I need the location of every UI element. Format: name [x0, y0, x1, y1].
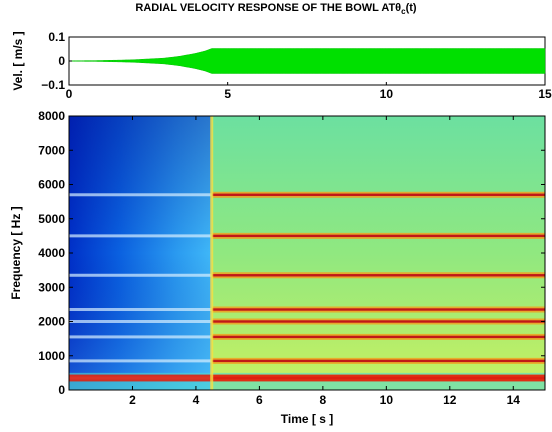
velocity-x-tick-label: 15: [538, 87, 552, 101]
spectrogram-y-tick-label: 8000: [38, 109, 65, 123]
chart-title: RADIAL VELOCITY RESPONSE OF THE BOWL ATθ…: [135, 2, 417, 17]
spectrogram-band-pre: [69, 193, 212, 197]
spectrogram-x-tick-label: 10: [380, 393, 394, 407]
spectrogram-x-tick-label: 12: [443, 393, 457, 407]
spectrogram-x-tick-label: 2: [129, 393, 136, 407]
spectrogram-region-post: [211, 116, 546, 390]
spectrogram-region-pre-shade: [69, 116, 212, 390]
spectrogram-band-pre: [69, 273, 212, 277]
spectrogram-x-tick-label: 6: [256, 393, 263, 407]
spectrogram-x-tick-label: 8: [320, 393, 327, 407]
spectrogram-band-pre: [69, 320, 212, 323]
spectrogram-transition-edge: [210, 116, 214, 390]
spectrogram-y-tick-label: 7000: [38, 143, 65, 157]
spectrogram-plot: 2 4 6 8 10 12 14 0 1000 2000 3000 4000 5000 6000 7000 8…: [9, 109, 546, 426]
spectrogram-band-post-core: [211, 359, 546, 363]
spectrogram-y-tick-label: 5000: [38, 212, 65, 226]
spectrogram-band-post-core: [211, 234, 546, 238]
spectrogram-band-pre: [69, 359, 212, 363]
spectrogram-band-pre: [69, 234, 212, 238]
spectrogram-y-tick-label: 0: [58, 383, 65, 397]
velocity-x-tick-label: 0: [66, 87, 73, 101]
velocity-x-tick-label: 5: [224, 87, 231, 101]
spectrogram-y-tick-label: 2000: [38, 315, 65, 329]
spectrogram-y-axis-label: Frequency [ Hz ]: [9, 206, 23, 299]
spectrogram-band-post-core: [211, 308, 546, 311]
velocity-y-tick-label: 0: [58, 54, 65, 68]
spectrogram-band-pre: [69, 335, 212, 339]
spectrogram-band-post-core: [211, 335, 546, 339]
spectrogram-x-axis-label: Time [ s ]: [281, 412, 333, 426]
spectrogram-y-tick-label: 6000: [38, 178, 65, 192]
velocity-x-tick-label: 10: [380, 87, 394, 101]
velocity-y-axis-label: Vel. [ m/s ]: [11, 31, 25, 90]
spectrogram-band-post-core: [211, 274, 546, 277]
spectrogram-band-post-core: [211, 193, 546, 196]
spectrogram-x-tick-label: 4: [193, 393, 200, 407]
spectrogram-y-tick-label: 4000: [38, 246, 65, 260]
velocity-plot: 0 5 10 150.10−0.1 Vel. [ m/s ]: [11, 30, 552, 101]
spectrogram-x-tick-label: 14: [507, 393, 521, 407]
velocity-y-tick-label: −0.1: [41, 78, 65, 92]
spectrogram-band-pre: [69, 308, 212, 312]
spectrogram-band-post-core: [211, 320, 546, 323]
spectrogram-fundamental-band: [69, 374, 545, 382]
velocity-series-line: [68, 48, 546, 74]
velocity-y-tick-label: 0.1: [48, 30, 65, 44]
spectrogram-y-tick-label: 3000: [38, 280, 65, 294]
spectrogram-y-tick-label: 1000: [38, 349, 65, 363]
